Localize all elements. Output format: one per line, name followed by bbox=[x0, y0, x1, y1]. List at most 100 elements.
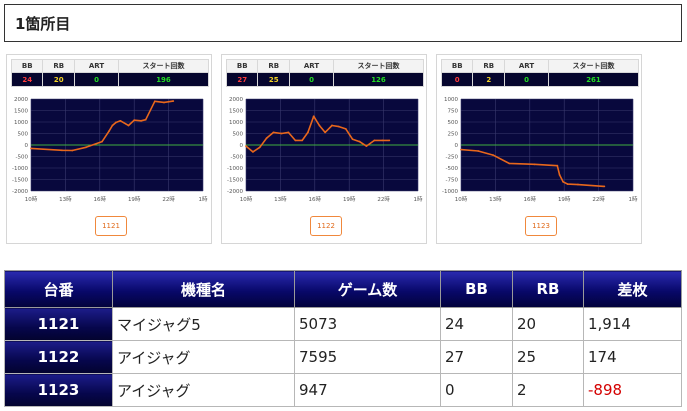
series-line bbox=[245, 115, 390, 153]
data-point bbox=[144, 118, 147, 121]
col-header-number: 台番 bbox=[4, 270, 113, 308]
col-header-bb: BB bbox=[440, 270, 513, 308]
data-point bbox=[562, 180, 564, 183]
cell-game-count: 5073 bbox=[294, 307, 441, 341]
y-tick-label: 500 bbox=[448, 120, 459, 126]
chart-card: BB RB ART スタート回数 24 20 0 196 2000 1500 100… bbox=[6, 54, 212, 244]
cell-model-name: マイジャグ5 bbox=[112, 307, 295, 341]
table-header-row: 台番 機種名 ゲーム数 BB RB 差枚 bbox=[4, 270, 682, 308]
y-tick-label: 750 bbox=[448, 109, 459, 115]
stats-value-art: 0 bbox=[504, 72, 549, 87]
cell-rb: 20 bbox=[512, 307, 584, 341]
x-tick-label: 16時 bbox=[94, 195, 107, 203]
stats-header-rb: RB bbox=[257, 59, 291, 73]
y-tick-label: -1000 bbox=[442, 189, 458, 195]
table-row: 1122 アイジャグ 7595 27 25 174 bbox=[4, 340, 682, 374]
y-tick-label: 500 bbox=[233, 132, 244, 138]
data-point bbox=[163, 101, 165, 104]
stats-header-art: ART bbox=[74, 59, 119, 73]
y-tick-label: -750 bbox=[446, 178, 459, 184]
y-tick-label: -500 bbox=[16, 155, 29, 161]
data-point bbox=[251, 151, 254, 153]
table-row: 1121 マイジャグ5 5073 24 20 1,914 bbox=[4, 307, 682, 341]
x-tick-label: 19時 bbox=[343, 195, 356, 203]
stats-value-start: 261 bbox=[548, 72, 639, 87]
data-point bbox=[344, 128, 347, 130]
y-tick-label: 1000 bbox=[229, 120, 243, 126]
data-point bbox=[111, 124, 114, 127]
cell-bb: 24 bbox=[440, 307, 513, 341]
data-point bbox=[119, 119, 122, 122]
data-point bbox=[294, 139, 297, 142]
x-tick-label: 13時 bbox=[489, 195, 502, 203]
machine-link-button[interactable]: 1122 bbox=[310, 216, 342, 236]
data-point bbox=[603, 185, 606, 188]
y-tick-label: 2000 bbox=[229, 97, 243, 103]
data-point bbox=[301, 139, 304, 142]
cell-diff: -898 bbox=[583, 373, 682, 407]
cell-machine-number: 1123 bbox=[4, 373, 113, 407]
data-point bbox=[61, 149, 63, 152]
cell-rb: 25 bbox=[512, 340, 584, 374]
data-point bbox=[265, 137, 268, 139]
data-point bbox=[318, 124, 321, 127]
machine-link-button[interactable]: 1121 bbox=[95, 216, 127, 236]
y-tick-label: -1500 bbox=[227, 178, 243, 184]
y-tick-label: 0 bbox=[240, 143, 244, 149]
stats-table: BB RB ART スタート回数 27 25 0 126 bbox=[225, 59, 424, 87]
data-point bbox=[153, 100, 156, 103]
cell-model-name: アイジャグ bbox=[112, 340, 295, 374]
stats-value-bb: 0 bbox=[440, 72, 474, 87]
y-tick-label: -2000 bbox=[227, 189, 243, 195]
x-tick-label: 1時 bbox=[414, 195, 423, 203]
data-point bbox=[71, 149, 74, 152]
col-header-diff: 差枚 bbox=[583, 270, 682, 308]
section-header: 1箇所目 bbox=[4, 4, 682, 42]
x-tick-label: 19時 bbox=[558, 195, 571, 203]
stats-header-art: ART bbox=[504, 59, 549, 73]
data-point bbox=[133, 119, 136, 122]
x-tick-label: 1時 bbox=[199, 195, 208, 203]
cell-machine-number: 1122 bbox=[4, 340, 113, 374]
data-point bbox=[365, 145, 368, 148]
cell-diff: 174 bbox=[583, 340, 682, 374]
stats-table: BB RB ART スタート回数 0 2 0 261 bbox=[440, 59, 639, 87]
data-point bbox=[108, 130, 110, 133]
data-point bbox=[324, 131, 327, 134]
stats-header-rb: RB bbox=[42, 59, 76, 73]
y-tick-label: -500 bbox=[446, 166, 459, 172]
data-point bbox=[85, 146, 87, 149]
y-tick-label: -1500 bbox=[12, 178, 28, 184]
stats-header-bb: BB bbox=[10, 59, 44, 73]
col-header-games: ゲーム数 bbox=[294, 270, 441, 308]
stats-value-bb: 27 bbox=[225, 72, 259, 87]
data-point bbox=[287, 131, 290, 134]
cell-model-name: アイジャグ bbox=[112, 373, 295, 407]
y-tick-label: -500 bbox=[231, 155, 244, 161]
y-tick-label: 0 bbox=[25, 143, 29, 149]
stats-header-start: スタート回数 bbox=[333, 59, 424, 73]
machine-link-button[interactable]: 1123 bbox=[525, 216, 557, 236]
data-point bbox=[388, 139, 391, 142]
series-line bbox=[30, 100, 174, 152]
stats-value-art: 0 bbox=[74, 72, 119, 87]
stats-table: BB RB ART スタート回数 24 20 0 196 bbox=[10, 59, 209, 87]
cell-game-count: 947 bbox=[294, 373, 441, 407]
chart-card: BB RB ART スタート回数 27 25 0 126 2000 1500 100… bbox=[221, 54, 427, 244]
machine-results-table: 台番 機種名 ゲーム数 BB RB 差枚 1121 マイジャグ5 5073 24… bbox=[4, 270, 682, 407]
stats-value-start: 126 bbox=[333, 72, 424, 87]
table-row: 1123 アイジャグ 947 0 2 -898 bbox=[4, 373, 682, 407]
x-tick-label: 10時 bbox=[25, 195, 38, 203]
data-point bbox=[492, 154, 495, 157]
page-title: 1箇所目 bbox=[15, 15, 71, 33]
data-point bbox=[127, 124, 130, 127]
cell-bb: 0 bbox=[440, 373, 513, 407]
data-point bbox=[556, 164, 559, 167]
y-tick-label: 1500 bbox=[229, 109, 243, 115]
x-tick-label: 10時 bbox=[455, 195, 468, 203]
data-point bbox=[508, 162, 511, 165]
stats-header-bb: BB bbox=[225, 59, 259, 73]
data-point bbox=[337, 125, 340, 128]
y-tick-label: 1000 bbox=[444, 97, 458, 103]
